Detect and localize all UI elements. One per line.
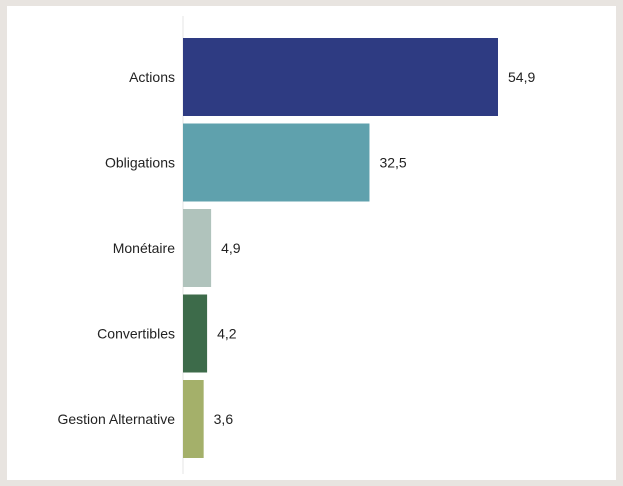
value-labels-group: 54,9 32,5 4,9 4,2 3,6	[214, 69, 536, 427]
category-label-gestion-alternative: Gestion Alternative	[57, 411, 175, 427]
value-label-obligations: 32,5	[379, 155, 406, 171]
value-label-monetaire: 4,9	[221, 240, 241, 256]
chart-frame: Actions Obligations Monétaire Convertibles G…	[7, 6, 616, 480]
bar-monetaire	[183, 209, 212, 287]
bar-actions	[183, 38, 498, 116]
category-label-convertibles: Convertibles	[97, 326, 175, 342]
bar-convertibles	[183, 294, 208, 373]
bar-chart: Actions Obligations Monétaire Convertibles G…	[57, 16, 536, 474]
category-label-monetaire: Monétaire	[113, 240, 175, 256]
bar-obligations	[183, 123, 370, 202]
value-label-actions: 54,9	[508, 69, 535, 85]
bars-group	[183, 38, 498, 458]
value-label-gestion-alternative: 3,6	[214, 411, 234, 427]
value-label-convertibles: 4,2	[217, 326, 237, 342]
category-label-obligations: Obligations	[105, 155, 175, 171]
bar-gestion-alternative	[183, 380, 204, 458]
category-label-actions: Actions	[129, 69, 175, 85]
category-labels-group: Actions Obligations Monétaire Convertibles G…	[57, 69, 175, 427]
